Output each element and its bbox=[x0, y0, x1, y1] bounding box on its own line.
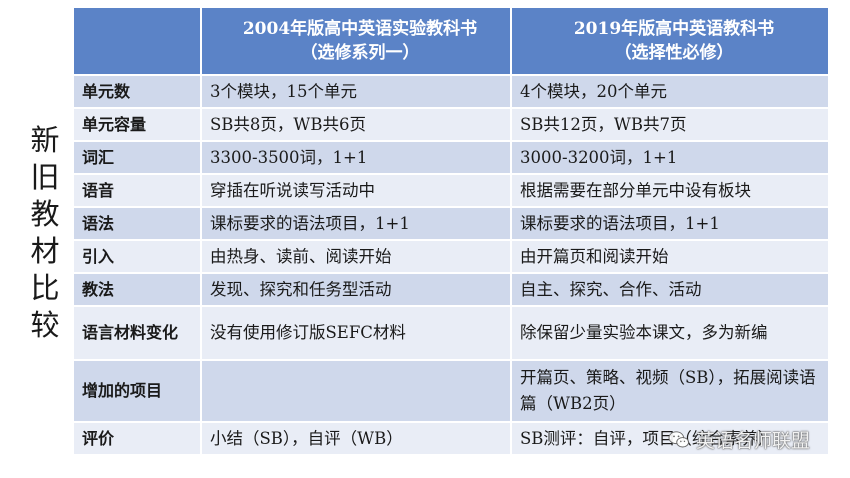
row-label: 语音 bbox=[72, 173, 202, 208]
cell-new: 课标要求的语法项目，1+1 bbox=[510, 206, 830, 241]
cell-old: 3300-3500词，1+1 bbox=[200, 140, 512, 175]
header-2004-subtitle: （选修系列一） bbox=[300, 43, 420, 63]
cell-new: 根据需要在部分单元中设有板块 bbox=[510, 173, 830, 208]
side-title: 新 旧 教 材 比 较 bbox=[26, 122, 64, 344]
cell-old: 没有使用修订版SEFC材料 bbox=[200, 305, 512, 361]
table-row: 评价 小结（SB），自评（WB） SB测评：自评，项目（综合素养） bbox=[72, 421, 830, 456]
wechat-icon bbox=[668, 430, 689, 447]
comparison-table: 2004年版高中英语实验教科书 （选修系列一） 2019年版高中英语教科书 （选… bbox=[72, 6, 830, 456]
table-row: 教法 发现、探究和任务型活动 自主、探究、合作、活动 bbox=[72, 272, 830, 307]
watermark-text: 英语名师联盟 bbox=[696, 430, 811, 452]
watermark: 英语名师联盟 bbox=[668, 426, 810, 453]
header-2019-title: 2019年版高中英语教科书 bbox=[573, 19, 775, 39]
header-2019-subtitle: （选择性必修） bbox=[614, 43, 734, 63]
cell-new: 除保留少量实验本课文，多为新编 bbox=[510, 305, 830, 361]
table-row: 增加的项目 开篇页、策略、视频（SB），拓展阅读语篇（WB2页） bbox=[72, 359, 830, 423]
cell-old: 3个模块，15个单元 bbox=[200, 74, 512, 109]
row-label: 语法 bbox=[72, 206, 202, 241]
table-row: 语音 穿插在听说读写活动中 根据需要在部分单元中设有板块 bbox=[72, 173, 830, 208]
row-label: 单元容量 bbox=[72, 107, 202, 142]
row-label: 评价 bbox=[72, 421, 202, 456]
table-row: 单元数 3个模块，15个单元 4个模块，20个单元 bbox=[72, 74, 830, 109]
row-label: 增加的项目 bbox=[72, 359, 202, 423]
table-header-row: 2004年版高中英语实验教科书 （选修系列一） 2019年版高中英语教科书 （选… bbox=[72, 6, 830, 76]
row-label: 词汇 bbox=[72, 140, 202, 175]
header-2004-edition: 2004年版高中英语实验教科书 （选修系列一） bbox=[200, 6, 512, 76]
cell-new: 由开篇页和阅读开始 bbox=[510, 239, 830, 274]
cell-old: 发现、探究和任务型活动 bbox=[200, 272, 512, 307]
table-row: 语言材料变化 没有使用修订版SEFC材料 除保留少量实验本课文，多为新编 bbox=[72, 305, 830, 361]
side-title-char: 教 bbox=[30, 197, 60, 231]
cell-old: 小结（SB），自评（WB） bbox=[200, 421, 512, 456]
cell-new: SB测评：自评，项目（综合素养） bbox=[510, 421, 830, 456]
cell-new: 3000-3200词，1+1 bbox=[510, 140, 830, 175]
cell-new: 自主、探究、合作、活动 bbox=[510, 272, 830, 307]
table-row: 语法 课标要求的语法项目，1+1 课标要求的语法项目，1+1 bbox=[72, 206, 830, 241]
row-label: 语言材料变化 bbox=[72, 305, 202, 361]
cell-old: 课标要求的语法项目，1+1 bbox=[200, 206, 512, 241]
header-2019-edition: 2019年版高中英语教科书 （选择性必修） bbox=[510, 6, 830, 76]
table-row: 引入 由热身、读前、阅读开始 由开篇页和阅读开始 bbox=[72, 239, 830, 274]
side-title-char: 旧 bbox=[30, 160, 60, 194]
side-title-char: 较 bbox=[30, 308, 60, 342]
row-label: 单元数 bbox=[72, 74, 202, 109]
table-row: 单元容量 SB共8页，WB共6页 SB共12页，WB共7页 bbox=[72, 107, 830, 142]
row-label: 引入 bbox=[72, 239, 202, 274]
cell-old: SB共8页，WB共6页 bbox=[200, 107, 512, 142]
table-row: 词汇 3300-3500词，1+1 3000-3200词，1+1 bbox=[72, 140, 830, 175]
side-title-char: 材 bbox=[30, 234, 60, 268]
cell-old: 穿插在听说读写活动中 bbox=[200, 173, 512, 208]
header-corner-cell bbox=[72, 6, 202, 76]
cell-new: 4个模块，20个单元 bbox=[510, 74, 830, 109]
side-title-char: 新 bbox=[30, 123, 60, 157]
row-label: 教法 bbox=[72, 272, 202, 307]
cell-old: 由热身、读前、阅读开始 bbox=[200, 239, 512, 274]
side-title-char: 比 bbox=[30, 271, 60, 305]
header-2004-title: 2004年版高中英语实验教科书 bbox=[242, 19, 478, 39]
cell-new: 开篇页、策略、视频（SB），拓展阅读语篇（WB2页） bbox=[510, 359, 830, 423]
cell-new: SB共12页，WB共7页 bbox=[510, 107, 830, 142]
cell-old bbox=[200, 359, 512, 423]
